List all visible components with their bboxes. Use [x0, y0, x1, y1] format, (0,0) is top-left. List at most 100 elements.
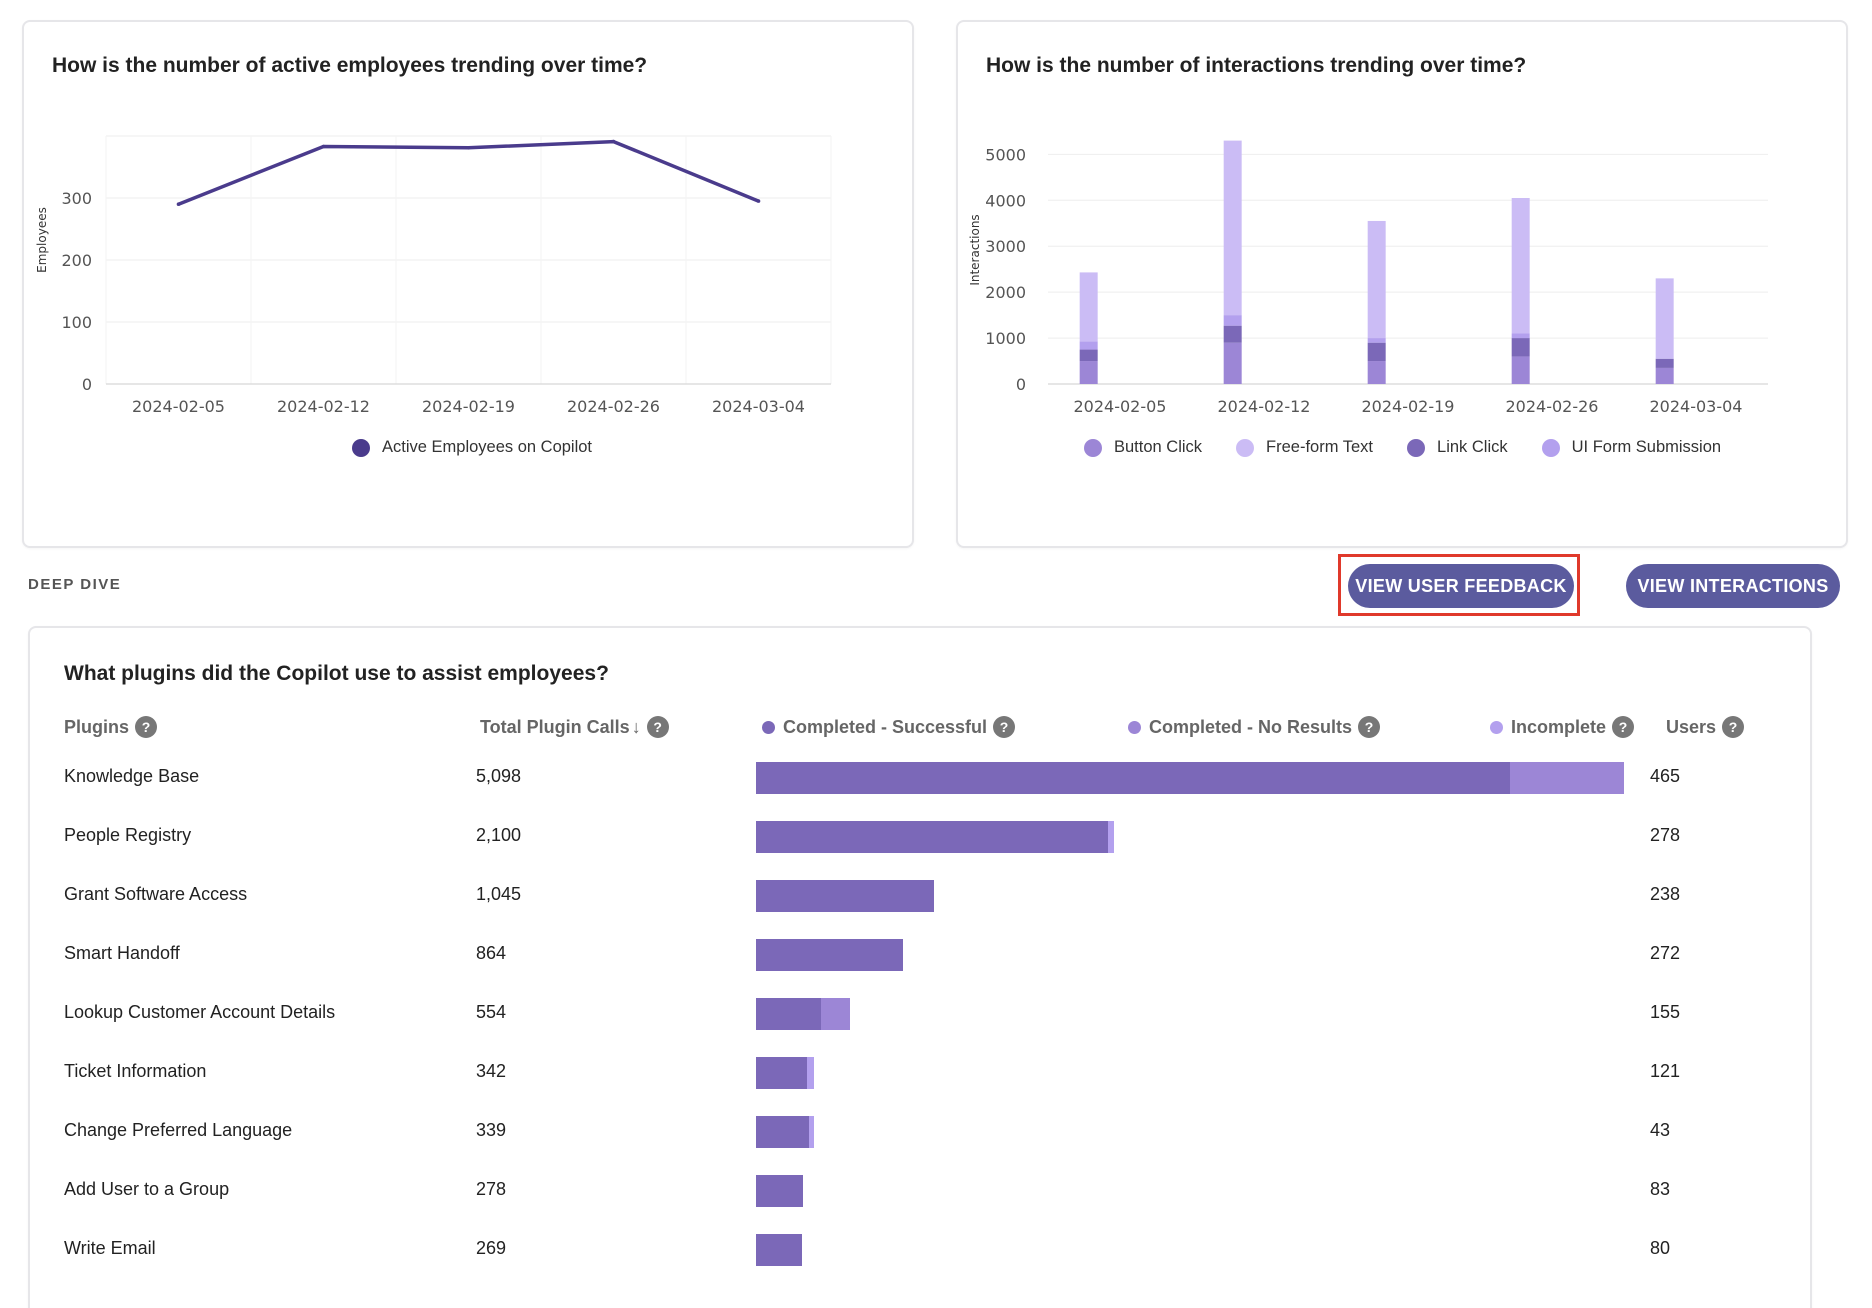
bar-segment-successful [756, 762, 1511, 794]
help-icon[interactable]: ? [1612, 716, 1635, 738]
x-tick-label: 2024-02-05 [132, 397, 225, 416]
table-row[interactable]: Grant Software Access 1,045 238 [30, 876, 1810, 916]
interactions-legend-label: Button Click [1114, 438, 1203, 456]
interactions-chart-title: How is the number of interactions trendi… [986, 54, 1527, 77]
plugin-users: 43 [1650, 1120, 1671, 1140]
help-icon[interactable]: ? [1722, 716, 1745, 738]
x-tick-label: 2024-03-04 [1650, 397, 1743, 416]
interactions-chart-card: How is the number of interactions trendi… [956, 20, 1848, 548]
plugin-users: 278 [1650, 825, 1681, 845]
plugin-name: Add User to a Group [64, 1179, 230, 1199]
data-point [321, 144, 326, 149]
y-tick-label: 0 [1016, 375, 1026, 394]
plugin-users: 272 [1650, 943, 1681, 963]
x-tick-label: 2024-02-19 [422, 397, 515, 416]
x-tick-label: 2024-02-12 [277, 397, 370, 416]
plugin-calls: 342 [476, 1061, 507, 1081]
help-icon[interactable]: ? [1358, 716, 1381, 738]
bar-segment [1511, 338, 1530, 357]
bar-segment [1079, 272, 1098, 342]
y-tick-label: 0 [82, 375, 92, 394]
table-row[interactable]: Ticket Information 342 121 [30, 1053, 1810, 1093]
x-tick-label: 2024-02-26 [1506, 397, 1599, 416]
sort-descending-icon[interactable]: ↓ [631, 716, 641, 737]
plugins-table-title: What plugins did the Copilot use to assi… [64, 662, 609, 685]
y-tick-label: 4000 [985, 191, 1026, 210]
bar-segment-successful [756, 939, 904, 971]
x-tick-label: 2024-02-26 [567, 397, 660, 416]
bar-segment [1223, 342, 1242, 384]
interactions-legend-item[interactable]: Button Click [1084, 438, 1202, 457]
bar-segment-successful [756, 1234, 802, 1266]
column-header-users-label: Users [1666, 716, 1717, 737]
y-tick-label: 100 [61, 313, 92, 332]
column-header-no-results[interactable]: Completed - No Results ? [1128, 716, 1381, 738]
plugin-users: 83 [1650, 1179, 1671, 1199]
bar-segment-successful [756, 1057, 808, 1089]
view-interactions-button[interactable]: VIEW INTERACTIONS [1626, 564, 1840, 608]
bar-segment [1223, 325, 1242, 343]
bar-segment-successful [756, 880, 934, 912]
bar-segment [1655, 358, 1674, 368]
bar-segment [1367, 342, 1386, 362]
column-header-incomplete-label: Incomplete [1511, 716, 1607, 737]
plugin-calls: 339 [476, 1120, 507, 1140]
table-row[interactable]: Change Preferred Language 339 43 [30, 1112, 1810, 1152]
plugin-users: 121 [1650, 1061, 1681, 1081]
plugin-status-bar [756, 1057, 815, 1089]
interactions-legend-item[interactable]: Link Click [1407, 438, 1508, 457]
column-header-successful-label: Completed - Successful [783, 716, 988, 737]
interactions-legend-item[interactable]: Free-form Text [1236, 438, 1373, 457]
column-header-no-results-label: Completed - No Results [1149, 716, 1353, 737]
bar-segment [1079, 361, 1098, 384]
employees-chart-legend: Active Employees on Copilot [352, 438, 592, 457]
x-tick-label: 2024-02-05 [1074, 397, 1167, 416]
interactions-legend-item[interactable]: UI Form Submission [1541, 438, 1721, 457]
column-header-successful[interactable]: Completed - Successful ? [762, 716, 1016, 738]
plugin-users: 155 [1650, 1002, 1681, 1022]
interactions-legend-dot-icon [1236, 438, 1255, 457]
view-user-feedback-button[interactable]: VIEW USER FEEDBACK [1348, 564, 1574, 608]
help-icon[interactable]: ? [993, 716, 1016, 738]
data-point [611, 139, 616, 144]
plugin-calls: 1,045 [476, 884, 522, 904]
table-row[interactable]: Add User to a Group 278 83 [30, 1171, 1810, 1211]
plugin-calls: 5,098 [476, 766, 522, 786]
plugin-calls: 2,100 [476, 825, 522, 845]
table-row[interactable]: Lookup Customer Account Details 554 155 [30, 994, 1810, 1034]
employees-line-chart: 0 100 200 300 2024-02-05 2024-02-12 2024-02-19… [35, 135, 832, 416]
table-row[interactable]: Write Email 269 80 [30, 1230, 1810, 1270]
table-row[interactable]: Smart Handoff 864 272 [30, 935, 1810, 975]
y-tick-label: 1000 [985, 329, 1026, 348]
column-header-incomplete[interactable]: Incomplete ? [1490, 716, 1635, 738]
bar-segment [1367, 220, 1386, 339]
plugin-status-bar [756, 762, 1624, 794]
plugin-name: Smart Handoff [64, 943, 180, 963]
column-header-plugins[interactable]: Plugins ? [64, 716, 158, 738]
column-header-total-calls[interactable]: Total Plugin Calls ↓ ? [480, 716, 669, 738]
employees-chart-card: How is the number of active employees tr… [22, 20, 914, 548]
employees-legend-item[interactable]: Active Employees on Copilot [352, 438, 592, 457]
successful-dot-icon [762, 720, 775, 734]
table-row[interactable]: People Registry 2,100 278 [30, 817, 1810, 857]
plugin-calls: 278 [476, 1179, 507, 1199]
y-tick-label: 2000 [985, 283, 1026, 302]
employees-chart-title: How is the number of active employees tr… [52, 54, 648, 77]
feedback-button-highlight [1338, 554, 1580, 616]
bar-segment-incomplete [1108, 821, 1114, 853]
plugin-name: Grant Software Access [64, 884, 248, 904]
plugin-name: People Registry [64, 825, 192, 845]
plugin-status-bar [756, 880, 934, 912]
table-row[interactable]: Knowledge Base 5,098 465 [30, 758, 1810, 798]
bar-segment [1223, 140, 1242, 316]
y-tick-label: 300 [61, 189, 92, 208]
help-icon[interactable]: ? [135, 716, 158, 738]
plugin-users: 238 [1650, 884, 1681, 904]
bar-segment-successful [756, 821, 1109, 853]
bar-segment-incomplete [809, 1116, 814, 1148]
plugin-users: 465 [1650, 766, 1681, 786]
column-header-users[interactable]: Users ? [1666, 716, 1745, 738]
plugin-status-bar [756, 1116, 814, 1148]
help-icon[interactable]: ? [646, 716, 669, 738]
employees-legend-dot-icon [352, 438, 370, 457]
